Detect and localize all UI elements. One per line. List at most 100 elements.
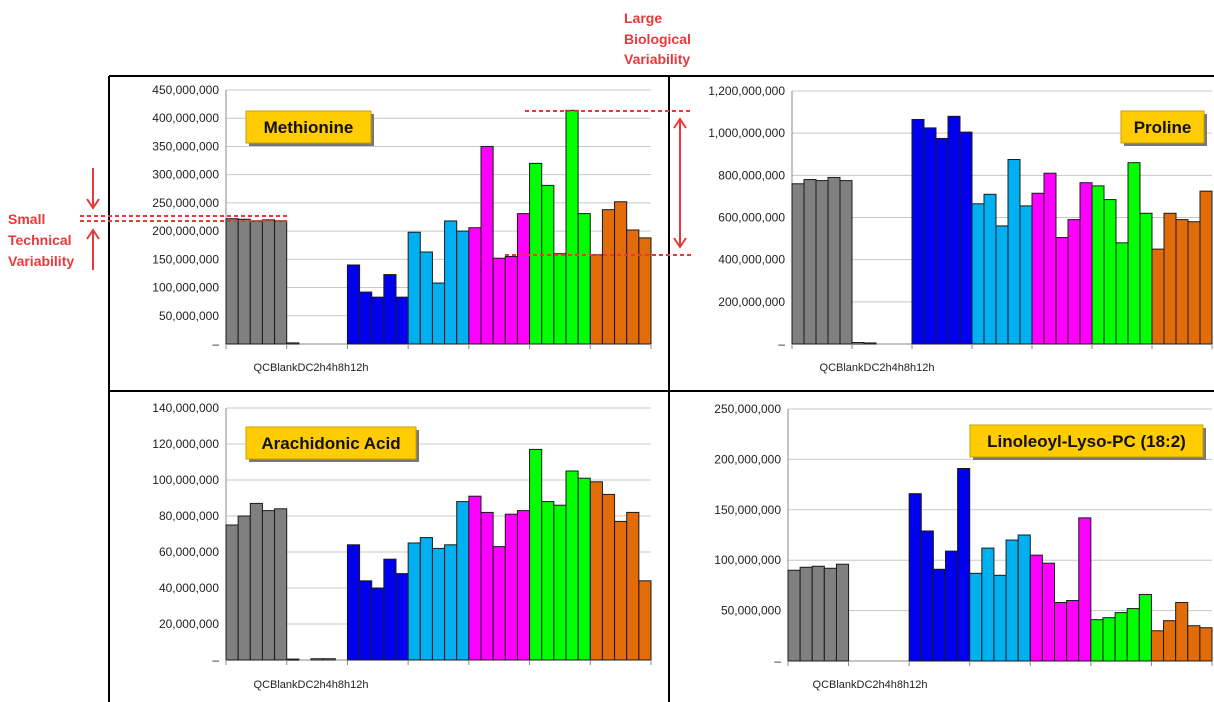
bar-4h-3 [492,257,506,345]
panel-frame [108,75,1214,702]
annotation-small-line-3: Variability [8,253,74,269]
bar-2h-4 [444,220,458,345]
bar-2h-4 [444,544,458,661]
bar-dc-1 [911,118,925,345]
y-tick-label: 80,000,000 [159,509,219,523]
y-tick-label: 800,000,000 [718,168,785,182]
chart-title: Linoleoyl-Lyso-PC (18:2) [987,432,1186,451]
bar-4h-2 [480,145,494,345]
chart-panel-arachidonic-acid: – 20,000,000 40,000,000 60,000,000 80,000,00… [152,401,652,691]
bar-qc-2 [237,218,251,345]
bar-2h-1 [407,542,421,661]
y-tick-label: – [212,653,219,667]
title-badge [245,426,417,460]
y-tick-label: 120,000,000 [152,437,219,451]
bar-dc-5 [957,467,971,662]
bar-12h-2 [601,493,616,661]
bar-8h-1 [529,162,543,345]
bar-dc-2 [359,291,373,345]
annotation-small-arrow-up-head [86,228,100,240]
y-tick-label: 250,000,000 [152,196,219,210]
bar-12h-4 [1187,625,1201,662]
bar-12h-5 [638,580,652,661]
bar-12h-1 [1150,630,1165,662]
bar-8h-1 [529,448,543,661]
chart-panel-proline: – 200,000,000 400,000,000 600,000,000 800,00… [708,84,1213,374]
bar-12h-1 [589,481,603,661]
y-tick-label: 100,000,000 [152,281,219,295]
annotation-large-line-1: Large [624,10,662,26]
bar-2h-5 [456,501,470,661]
chart-title: Arachidonic Acid [261,434,400,453]
bar-12h-3 [614,201,628,345]
bar-qc-5 [274,220,288,345]
bar-8h-5 [1138,593,1152,662]
bar-dc-4 [947,115,961,345]
bar-12h-4 [626,511,640,661]
bar-12h-3 [1175,219,1189,345]
y-tick-label: 50,000,000 [159,309,219,323]
bar-qc-2 [237,515,251,661]
bar-4h-1 [468,495,482,661]
bar-8h-5 [577,213,591,345]
x-group-label: QCBlankDC2h4h8h12h [254,679,369,691]
bar-4h-1 [1031,192,1045,345]
y-tick-label: 200,000,000 [152,224,219,238]
bar-2h-1 [969,572,983,662]
bar-4h-3 [1054,602,1068,662]
bar-dc-1 [346,544,361,661]
y-tick-label: 350,000,000 [152,139,219,153]
bar-2h-5 [456,230,470,345]
bar-4h-3 [1055,237,1069,345]
y-tick-label: – [774,654,781,668]
bar-qc-3 [249,220,263,345]
bar-12h-2 [601,209,616,345]
bar-blank-4 [322,658,336,661]
bar-qc-1 [225,524,239,661]
bar-12h-3 [1175,602,1189,662]
x-group-label: QCBlankDC2h4h8h12h [813,679,928,691]
bar-4h-5 [516,213,531,345]
chart-title: Proline [1134,118,1192,137]
bar-qc-2 [803,179,817,345]
y-tick-label: – [778,337,785,351]
bar-qc-3 [249,502,263,661]
bar-dc-4 [383,558,397,661]
annotation-small-arrow-down-head [86,198,100,210]
bar-8h-4 [565,470,579,661]
bar-dc-1 [908,493,922,662]
bar-4h-4 [504,513,518,661]
annotation-large-line-2: Biological [624,31,691,47]
y-tick-label: 1,000,000,000 [708,126,785,140]
bar-4h-4 [1066,600,1080,662]
bar-2h-2 [419,251,433,345]
bar-dc-2 [920,530,934,662]
bar-dc-2 [359,580,373,661]
bar-8h-3 [553,253,567,345]
bar-8h-3 [1115,242,1129,345]
y-tick-label: 150,000,000 [152,252,219,266]
y-tick-label: – [212,337,219,351]
bar-dc-4 [383,274,397,345]
annotation-small-technical-variability: Small Technical Variability [8,168,288,270]
bar-2h-1 [971,203,985,345]
y-tick-label: 200,000,000 [714,452,781,466]
bar-qc-4 [827,176,841,345]
chart-title: Methionine [264,118,354,137]
bar-qc-4 [261,510,276,661]
bar-4h-2 [480,511,494,661]
bar-4h-5 [516,510,531,661]
bar-12h-2 [1163,620,1177,662]
bar-12h-1 [589,254,603,345]
bar-12h-5 [1199,627,1213,662]
bar-8h-4 [1126,608,1140,662]
bar-2h-4 [1005,539,1019,662]
bar-8h-4 [1127,162,1141,345]
bar-blank-3 [310,658,324,661]
annotation-small-line-1: Small [8,211,45,227]
y-tick-label: 1,200,000,000 [708,84,785,98]
y-tick-label: 450,000,000 [152,83,219,97]
bar-12h-4 [626,229,640,345]
bar-2h-3 [431,547,446,661]
